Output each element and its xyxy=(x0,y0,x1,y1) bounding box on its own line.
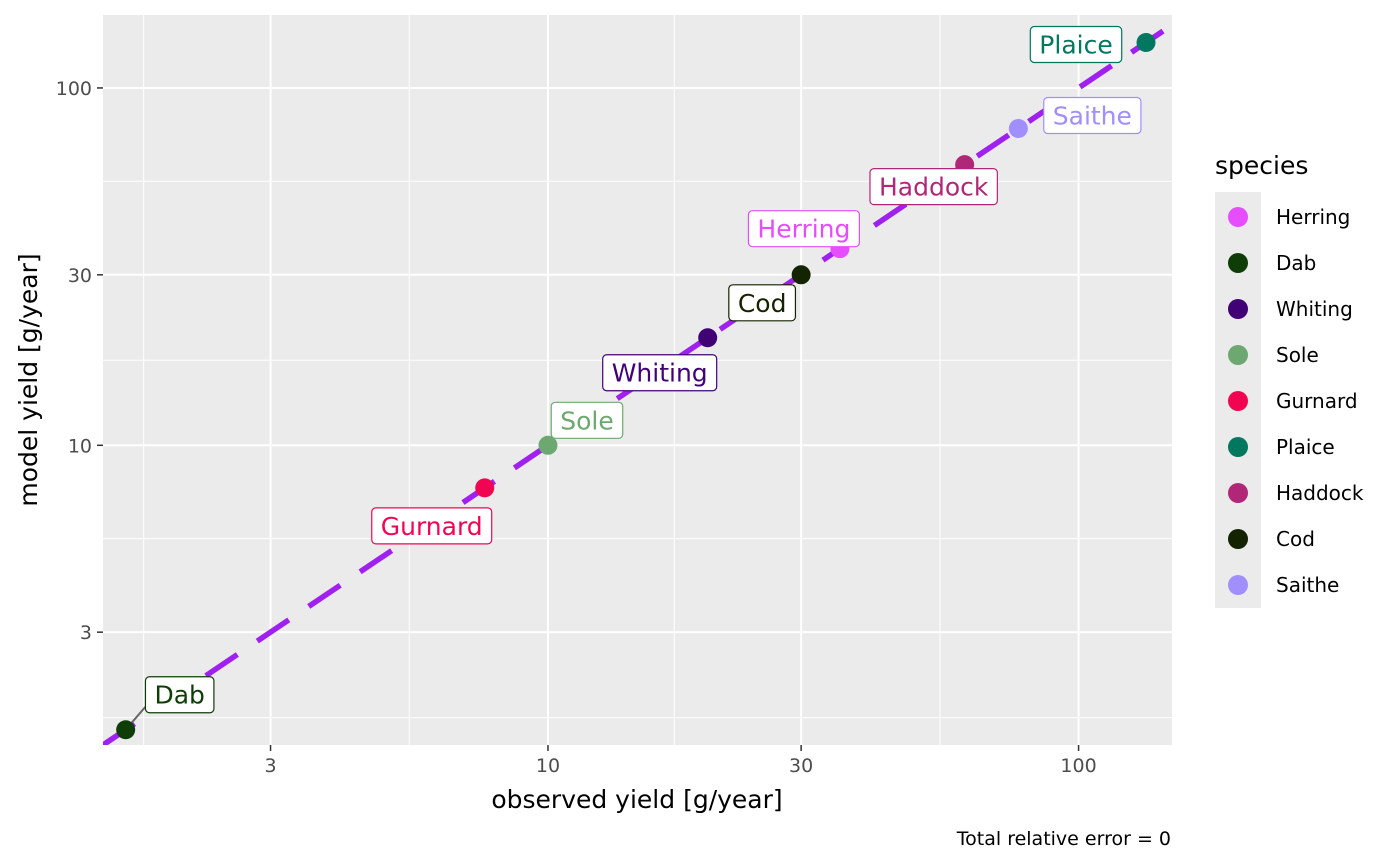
legend-label-herring: Herring xyxy=(1276,205,1350,229)
legend-label-cod: Cod xyxy=(1276,527,1315,551)
label-sole: Sole xyxy=(550,401,624,439)
legend-key-cod xyxy=(1228,529,1248,549)
label-text-dab: Dab xyxy=(154,681,204,710)
legend-key-herring xyxy=(1228,207,1248,227)
x-axis-title: observed yield [g/year] xyxy=(491,785,782,814)
label-dab: Dab xyxy=(144,676,215,714)
point-labels: Herring Dab Whiting Sole Gurnard Plaice Haddoc… xyxy=(144,25,1142,714)
label-text-whiting: Whiting xyxy=(612,359,708,388)
label-box-sole xyxy=(550,401,624,439)
x-tick-label: 10 xyxy=(536,755,560,777)
y-tick-label: 10 xyxy=(68,435,92,457)
major-gridlines xyxy=(103,15,1172,745)
point-sole xyxy=(538,435,558,455)
point-whiting xyxy=(698,328,718,348)
label-text-herring: Herring xyxy=(757,215,850,244)
label-text-gurnard: Gurnard xyxy=(381,512,483,541)
legend-label-sole: Sole xyxy=(1276,343,1319,367)
label-text-sole: Sole xyxy=(560,406,614,435)
legend-key-whiting xyxy=(1228,299,1248,319)
legend-label-plaice: Plaice xyxy=(1276,435,1335,459)
caption: Total relative error = 0 xyxy=(956,828,1171,850)
x-tick-label: 3 xyxy=(264,755,276,777)
legend-label-saithe: Saithe xyxy=(1276,573,1339,597)
legend-key-dab xyxy=(1228,253,1248,273)
x-tick-label: 30 xyxy=(789,755,813,777)
legend-key-gurnard xyxy=(1228,391,1248,411)
y-tick-label: 100 xyxy=(56,78,92,100)
label-herring: Herring xyxy=(747,210,861,248)
legend: species Herring Dab Whiting Sole Gurnard Plai… xyxy=(1215,151,1364,608)
legend-key-saithe xyxy=(1228,575,1248,595)
label-cod: Cod xyxy=(728,284,797,322)
label-box-herring xyxy=(747,210,861,248)
label-text-saithe: Saithe xyxy=(1053,102,1132,131)
legend-label-haddock: Haddock xyxy=(1276,481,1364,505)
point-cod xyxy=(791,265,811,285)
label-box-plaice xyxy=(1029,25,1123,64)
y-tick-label: 3 xyxy=(80,622,92,644)
label-text-plaice: Plaice xyxy=(1039,31,1112,60)
legend-key-plaice xyxy=(1228,437,1248,457)
point-saithe xyxy=(1008,119,1028,139)
label-whiting: Whiting xyxy=(602,354,718,392)
label-box-haddock xyxy=(869,168,998,206)
legend-title: species xyxy=(1215,151,1308,180)
label-box-dab xyxy=(144,676,215,714)
label-text-cod: Cod xyxy=(738,289,787,318)
label-text-haddock: Haddock xyxy=(879,173,989,202)
legend-label-gurnard: Gurnard xyxy=(1276,389,1358,413)
point-plaice xyxy=(1136,33,1156,53)
y-axis-title: model yield [g/year] xyxy=(14,253,43,506)
legend-label-whiting: Whiting xyxy=(1276,297,1353,321)
x-axis-ticks: 3 10 30 100 xyxy=(264,745,1097,777)
label-box-gurnard xyxy=(371,507,493,545)
label-box-saithe xyxy=(1043,96,1142,135)
y-axis-ticks: 3 10 30 100 xyxy=(56,78,103,644)
point-gurnard xyxy=(475,478,495,498)
label-box-cod xyxy=(728,284,797,322)
label-box-whiting xyxy=(602,354,718,392)
label-saithe: Saithe xyxy=(1043,96,1142,135)
point-dab xyxy=(116,720,136,740)
label-plaice: Plaice xyxy=(1029,25,1123,64)
legend-key-sole xyxy=(1228,345,1248,365)
x-tick-label: 100 xyxy=(1060,755,1096,777)
legend-key-haddock xyxy=(1228,483,1248,503)
legend-label-dab: Dab xyxy=(1276,251,1316,275)
y-tick-label: 30 xyxy=(68,265,92,287)
label-haddock: Haddock xyxy=(869,168,998,206)
label-gurnard: Gurnard xyxy=(371,507,493,545)
